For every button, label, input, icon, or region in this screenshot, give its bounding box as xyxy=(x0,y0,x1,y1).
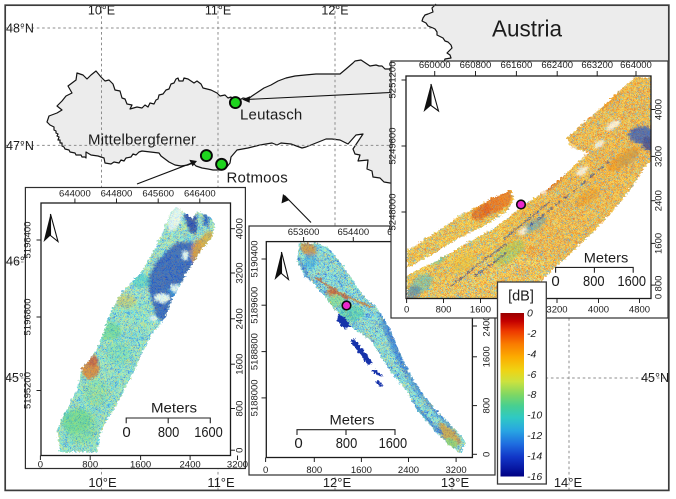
svg-text:1600: 1600 xyxy=(482,346,493,367)
svg-text:0: 0 xyxy=(294,435,302,452)
svg-text:0: 0 xyxy=(235,448,246,453)
svg-text:662400: 662400 xyxy=(541,60,573,71)
svg-text:Rotmoos: Rotmoos xyxy=(227,170,288,187)
svg-text:12°E: 12°E xyxy=(321,4,348,18)
svg-text:1600: 1600 xyxy=(654,233,665,254)
svg-text:Austria: Austria xyxy=(492,16,563,42)
svg-text:800: 800 xyxy=(336,435,358,452)
svg-text:2400: 2400 xyxy=(235,308,246,329)
svg-text:0: 0 xyxy=(38,460,43,471)
svg-text:Meters: Meters xyxy=(584,251,629,266)
svg-text:[dB]: [dB] xyxy=(508,289,534,305)
svg-text:5188000: 5188000 xyxy=(250,379,261,416)
svg-text:45°N: 45°N xyxy=(641,371,669,385)
svg-text:5249600: 5249600 xyxy=(388,128,399,165)
svg-text:1600: 1600 xyxy=(351,465,372,476)
svg-text:1600: 1600 xyxy=(618,273,647,290)
svg-text:47°N: 47°N xyxy=(6,139,34,153)
svg-text:660000: 660000 xyxy=(419,60,451,71)
svg-text:664000: 664000 xyxy=(620,60,652,71)
svg-text:0: 0 xyxy=(404,305,409,316)
svg-text:2400: 2400 xyxy=(180,460,201,471)
svg-text:-8: -8 xyxy=(527,389,536,401)
svg-text:0: 0 xyxy=(263,465,268,476)
svg-text:0: 0 xyxy=(527,308,533,320)
svg-text:3200: 3200 xyxy=(235,262,246,283)
svg-text:4000: 4000 xyxy=(588,305,609,316)
svg-text:-10: -10 xyxy=(527,410,542,422)
svg-text:0: 0 xyxy=(551,273,559,290)
svg-text:800: 800 xyxy=(158,424,180,441)
svg-text:12°E: 12°E xyxy=(323,475,352,490)
svg-text:0: 0 xyxy=(654,294,665,299)
svg-text:3200: 3200 xyxy=(446,465,467,476)
svg-text:5248000: 5248000 xyxy=(388,194,399,231)
svg-text:10°E: 10°E xyxy=(88,4,115,18)
svg-text:-6: -6 xyxy=(527,369,536,381)
svg-text:800: 800 xyxy=(235,401,246,417)
svg-text:2400: 2400 xyxy=(654,190,665,211)
svg-text:Meters: Meters xyxy=(330,413,375,428)
svg-text:Leutasch: Leutasch xyxy=(240,107,302,124)
svg-text:11°E: 11°E xyxy=(205,4,231,18)
svg-text:660800: 660800 xyxy=(460,60,492,71)
svg-text:5251200: 5251200 xyxy=(388,62,399,99)
svg-text:14°E: 14°E xyxy=(554,475,583,490)
svg-text:4000: 4000 xyxy=(235,218,246,239)
svg-text:5198400: 5198400 xyxy=(23,222,34,259)
svg-text:2400: 2400 xyxy=(482,315,493,336)
svg-text:4000: 4000 xyxy=(654,99,665,120)
svg-text:646400: 646400 xyxy=(184,189,216,200)
svg-text:1600: 1600 xyxy=(130,460,151,471)
svg-text:800: 800 xyxy=(82,460,98,471)
svg-text:645600: 645600 xyxy=(142,189,174,200)
svg-text:5188800: 5188800 xyxy=(250,333,261,370)
svg-text:800: 800 xyxy=(306,465,322,476)
svg-text:1600: 1600 xyxy=(235,354,246,375)
svg-text:-16: -16 xyxy=(527,471,542,483)
svg-text:0: 0 xyxy=(482,452,493,457)
svg-text:-12: -12 xyxy=(527,430,542,442)
svg-text:3200: 3200 xyxy=(654,146,665,167)
svg-text:-14: -14 xyxy=(527,450,542,462)
svg-text:Meters: Meters xyxy=(151,401,197,416)
svg-text:0: 0 xyxy=(122,424,130,441)
svg-text:644800: 644800 xyxy=(101,189,133,200)
svg-text:5195200: 5195200 xyxy=(23,372,34,409)
svg-text:663200: 663200 xyxy=(581,60,613,71)
svg-text:5189600: 5189600 xyxy=(250,287,261,324)
svg-text:5190400: 5190400 xyxy=(250,241,261,278)
svg-text:653600: 653600 xyxy=(288,227,320,238)
svg-text:1600: 1600 xyxy=(194,424,223,441)
svg-text:1600: 1600 xyxy=(470,305,491,316)
svg-text:1600: 1600 xyxy=(379,435,408,452)
svg-text:800: 800 xyxy=(583,273,605,290)
svg-text:48°N: 48°N xyxy=(6,22,34,36)
svg-text:654400: 654400 xyxy=(337,227,369,238)
svg-text:661600: 661600 xyxy=(501,60,533,71)
svg-text:13°E: 13°E xyxy=(441,475,470,490)
svg-text:800: 800 xyxy=(436,305,452,316)
svg-text:-2: -2 xyxy=(527,328,536,340)
svg-text:800: 800 xyxy=(654,276,665,292)
svg-text:3200: 3200 xyxy=(546,305,567,316)
svg-text:Mittelbergferner: Mittelbergferner xyxy=(88,132,196,149)
svg-text:11°E: 11°E xyxy=(207,475,235,490)
svg-text:3200: 3200 xyxy=(227,460,248,471)
svg-text:800: 800 xyxy=(482,398,493,414)
svg-text:5196800: 5196800 xyxy=(23,299,34,336)
svg-text:4800: 4800 xyxy=(629,305,650,316)
svg-text:644000: 644000 xyxy=(59,189,91,200)
svg-text:10°E: 10°E xyxy=(88,475,117,490)
svg-text:-4: -4 xyxy=(527,348,536,360)
svg-text:2400: 2400 xyxy=(398,465,419,476)
